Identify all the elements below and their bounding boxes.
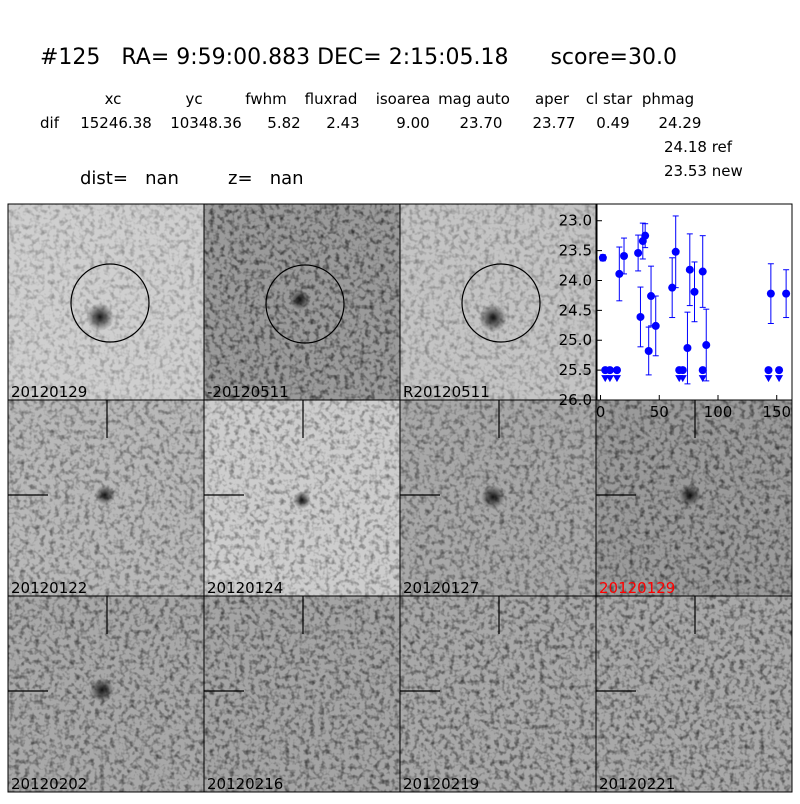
point	[671, 247, 680, 256]
y-tick-label: 23.0	[559, 212, 592, 230]
stamp-label: 20120122	[11, 579, 87, 597]
stamp-noise	[400, 596, 596, 792]
column-header: aper	[535, 90, 570, 108]
point	[641, 231, 650, 240]
source	[479, 304, 507, 332]
cell: 0.49	[596, 114, 629, 132]
column-header: isoarea	[376, 90, 431, 108]
x-tick-label: 150	[762, 403, 791, 421]
cell: 9.00	[396, 114, 429, 132]
limit-point	[698, 366, 707, 375]
point	[668, 283, 677, 292]
column-header: yc	[185, 90, 202, 108]
limit-arrow	[605, 375, 614, 383]
stamp-label: 20120202	[11, 775, 87, 793]
limit-arrow	[698, 375, 707, 383]
cell: 23.77	[533, 114, 576, 132]
z: z= nan	[228, 168, 304, 189]
stamp-label: 20120129	[11, 383, 87, 401]
limit-arrow	[764, 375, 773, 383]
stamp-noise	[400, 204, 596, 400]
source	[86, 303, 114, 331]
column-header: xc	[105, 90, 122, 108]
y-tick-label: 24.0	[559, 271, 592, 289]
y-tick-label: 25.0	[559, 331, 592, 349]
cell: 15246.38	[80, 114, 152, 132]
point	[702, 341, 711, 350]
point	[620, 251, 629, 260]
stamp-label: 20120219	[403, 775, 479, 793]
stamp-label: 20120221	[599, 775, 675, 793]
cell: 2.43	[326, 114, 359, 132]
cell: 24.29	[659, 114, 702, 132]
source	[679, 484, 701, 506]
point	[598, 253, 607, 262]
point	[685, 265, 694, 274]
stamp-label: 20120127	[403, 579, 479, 597]
cell: 10348.36	[170, 114, 242, 132]
stamp-label: 20120129	[599, 579, 675, 597]
stamp-label: 20120124	[207, 579, 283, 597]
limit-point	[775, 366, 784, 375]
point	[647, 292, 656, 301]
point	[651, 321, 660, 330]
x-tick-label: 0	[596, 403, 606, 421]
stamp-noise	[204, 596, 400, 792]
limit-arrow	[775, 375, 784, 383]
dist: dist= nan	[80, 168, 179, 189]
aperture	[461, 263, 541, 343]
column-header: phmag	[642, 90, 694, 108]
limit-arrow	[678, 375, 687, 383]
limit-point	[764, 366, 773, 375]
limit-point	[678, 366, 687, 375]
column-header: cl star	[586, 90, 633, 108]
point	[683, 344, 692, 353]
stamp-label: -20120511	[207, 383, 289, 401]
limit-point	[605, 366, 614, 375]
y-tick-label: 24.5	[559, 301, 592, 319]
point	[766, 289, 775, 298]
point	[698, 267, 707, 276]
y-tick-label: 25.5	[559, 361, 592, 379]
source	[90, 678, 114, 702]
source	[290, 290, 310, 310]
y-tick-label: 23.5	[559, 242, 592, 260]
x-tick-label: 100	[704, 403, 733, 421]
aperture	[265, 264, 345, 344]
source	[293, 491, 311, 509]
row-label: dif	[40, 114, 60, 132]
point	[634, 249, 643, 257]
column-header: fluxrad	[305, 90, 358, 108]
title: #125 RA= 9:59:00.883 DEC= 2:15:05.18 sco…	[40, 45, 677, 70]
source	[95, 485, 115, 505]
aperture	[70, 263, 150, 343]
column-header: mag auto	[438, 90, 510, 108]
limit-point	[612, 366, 621, 375]
y-tick-label: 26.0	[559, 391, 592, 409]
x-tick-label: 50	[650, 403, 669, 421]
point	[636, 312, 645, 321]
cell: 23.70	[460, 114, 503, 132]
stamp-noise	[8, 204, 204, 400]
plot-frame	[596, 203, 793, 401]
stamp-label: 20120216	[207, 775, 283, 793]
point	[644, 347, 653, 355]
point	[690, 287, 699, 296]
stamp-label: R20120511	[403, 383, 490, 401]
stamp-frame	[595, 595, 793, 793]
point	[615, 269, 624, 278]
point	[782, 289, 791, 298]
cell: 5.82	[267, 114, 300, 132]
column-header: fwhm	[245, 90, 286, 108]
source	[481, 485, 505, 509]
new-mag: 23.53 new	[664, 162, 743, 180]
stamp-noise	[596, 596, 792, 792]
ref-mag: 24.18 ref	[664, 138, 733, 156]
limit-arrow	[612, 375, 621, 383]
